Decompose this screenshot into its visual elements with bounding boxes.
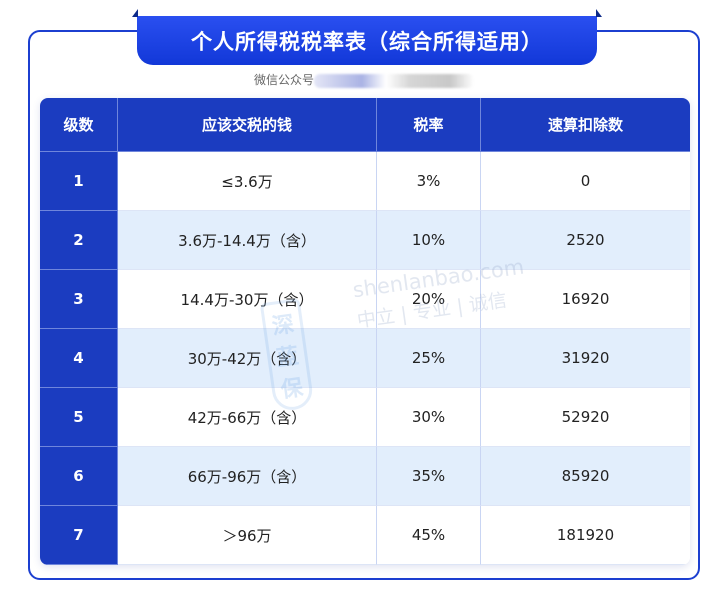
table-row: 4 30万-42万（含） 25% 31920	[40, 329, 690, 388]
cell-level: 2	[40, 211, 118, 270]
cell-rate: 35%	[377, 447, 481, 506]
cell-income: 3.6万-14.4万（含）	[118, 211, 377, 270]
cell-level: 7	[40, 506, 118, 565]
table-row: 1 ≤3.6万 3% 0	[40, 152, 690, 211]
table-row: 3 14.4万-30万（含） 20% 16920	[40, 270, 690, 329]
cell-deduction: 16920	[481, 270, 690, 329]
table-row: 6 66万-96万（含） 35% 85920	[40, 447, 690, 506]
page-title: 个人所得税税率表（综合所得适用）	[132, 9, 602, 65]
subtitle: 微信公众号	[0, 71, 728, 88]
cell-level: 1	[40, 152, 118, 211]
cell-level: 6	[40, 447, 118, 506]
blurred-account-name	[314, 73, 474, 88]
header-deduction: 速算扣除数	[481, 98, 690, 152]
header-level: 级数	[40, 98, 118, 152]
cell-level: 4	[40, 329, 118, 388]
tax-rate-table: 级数 应该交税的钱 税率 速算扣除数 1 ≤3.6万 3% 0 2 3.6万-14.4万（…	[40, 98, 690, 565]
cell-deduction: 2520	[481, 211, 690, 270]
cell-income: 14.4万-30万（含）	[118, 270, 377, 329]
cell-level: 3	[40, 270, 118, 329]
cell-rate: 20%	[377, 270, 481, 329]
cell-rate: 10%	[377, 211, 481, 270]
cell-rate: 25%	[377, 329, 481, 388]
cell-income: ≤3.6万	[118, 152, 377, 211]
cell-rate: 45%	[377, 506, 481, 565]
cell-deduction: 31920	[481, 329, 690, 388]
cell-deduction: 85920	[481, 447, 690, 506]
table-row: 5 42万-66万（含） 30% 52920	[40, 388, 690, 447]
cell-deduction: 52920	[481, 388, 690, 447]
subtitle-text: 微信公众号	[253, 73, 314, 87]
header-rate: 税率	[377, 98, 481, 152]
cell-income: 30万-42万（含）	[118, 329, 377, 388]
cell-income: 66万-96万（含）	[118, 447, 377, 506]
cell-income: ＞96万	[118, 506, 377, 565]
table-row: 7 ＞96万 45% 181920	[40, 506, 690, 565]
cell-deduction: 181920	[481, 506, 690, 565]
cell-deduction: 0	[481, 152, 690, 211]
cell-rate: 3%	[377, 152, 481, 211]
cell-rate: 30%	[377, 388, 481, 447]
header-income: 应该交税的钱	[118, 98, 377, 152]
table-header: 级数 应该交税的钱 税率 速算扣除数	[40, 98, 690, 152]
table-row: 2 3.6万-14.4万（含） 10% 2520	[40, 211, 690, 270]
cell-level: 5	[40, 388, 118, 447]
cell-income: 42万-66万（含）	[118, 388, 377, 447]
